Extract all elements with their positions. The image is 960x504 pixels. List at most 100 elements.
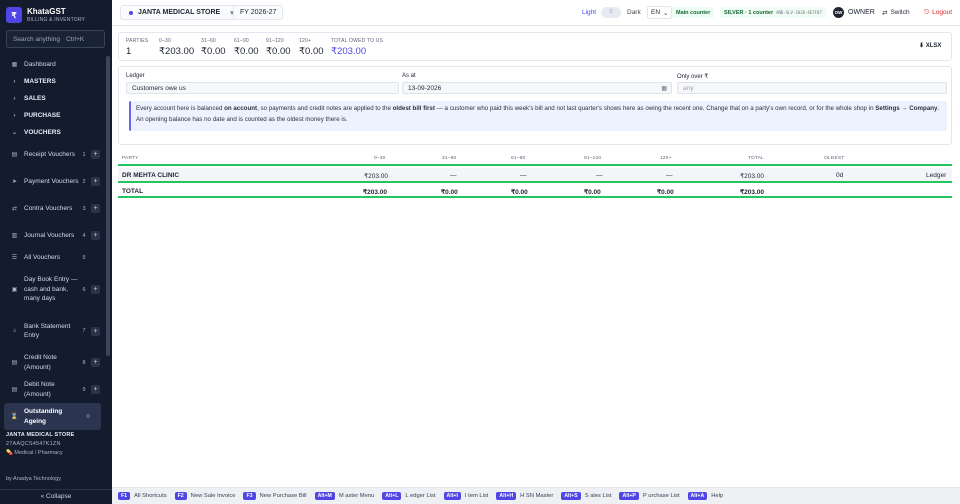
- financial-year-selector[interactable]: FY 2026-27: [233, 5, 284, 20]
- brand-logo[interactable]: ₹ KhataGST BILLING & INVENTORY: [6, 6, 106, 26]
- add-journal-button[interactable]: +: [91, 231, 100, 240]
- col-91-120[interactable]: 91–120: [584, 156, 602, 161]
- col-0-30[interactable]: 0–30: [374, 156, 386, 161]
- shortcut-new-sale[interactable]: F2 New Sale Invoice: [174, 492, 235, 500]
- key-badge: Alt+L: [382, 492, 402, 500]
- shortcut-label: Help: [711, 493, 724, 499]
- add-contra-button[interactable]: +: [91, 204, 100, 213]
- sidebar-item-day-book[interactable]: ▣ Day Book Entry — cash and bank, many d…: [0, 266, 106, 313]
- total-label: TOTAL: [122, 188, 144, 195]
- ledger-select[interactable]: Customers owe us: [126, 82, 399, 94]
- calendar-icon[interactable]: ▦: [661, 85, 667, 92]
- sidebar-nav: ▦ Dashboard › MASTERS › SALES › PURCHASE…: [0, 56, 106, 430]
- total-91-120: ₹0.00: [584, 189, 601, 196]
- language-select[interactable]: EN ⌄: [647, 6, 673, 19]
- sidebar-item-bank-statement[interactable]: ⌂ Bank Statement Entry 7 +: [0, 313, 106, 349]
- shortcut-help[interactable]: Alt+A Help: [687, 492, 724, 500]
- sidebar-item-receipt-vouchers[interactable]: ▤ Receipt Vouchers 1 +: [0, 141, 106, 168]
- sidebar-item-journal-vouchers[interactable]: ▥ Journal Vouchers 4 +: [0, 222, 106, 249]
- shortcut-master-menu[interactable]: Alt+M M aster Menu: [314, 492, 374, 500]
- business-type-label: Medical / Pharmacy: [14, 450, 63, 456]
- only-over-input[interactable]: any: [677, 82, 947, 94]
- theme-toggle[interactable]: 0: [601, 7, 621, 18]
- sidebar-item-label: Payment Vouchers: [24, 177, 79, 185]
- sidebar-item-payment-vouchers[interactable]: ➤ Payment Vouchers 2 +: [0, 168, 106, 195]
- add-payment-button[interactable]: +: [91, 177, 100, 186]
- shortcut-ledger-list[interactable]: Alt+L L edger List: [382, 492, 436, 500]
- light-theme-label[interactable]: Light: [582, 9, 597, 16]
- summary-caption: 91–120: [266, 38, 284, 44]
- summary-value: ₹203.00: [331, 46, 367, 57]
- sidebar-section-purchase[interactable]: › PURCHASE: [0, 107, 106, 124]
- add-bank-statement-button[interactable]: +: [91, 326, 100, 336]
- sidebar-scrollbar[interactable]: [106, 56, 110, 356]
- col-120-plus[interactable]: 120+: [660, 156, 672, 161]
- col-total[interactable]: TOTAL: [748, 156, 765, 161]
- export-xlsx-button[interactable]: ⬇ XLSX: [919, 43, 942, 49]
- col-61-90[interactable]: 61–90: [511, 156, 526, 161]
- chevron-down-icon: ⌄: [11, 130, 18, 136]
- party-name[interactable]: DR MEHTA CLINIC: [122, 172, 180, 179]
- total-61-90: ₹0.00: [511, 189, 528, 196]
- sidebar-item-label: Debit Note (Amount): [24, 381, 55, 398]
- license-badge: SILVER · 1 counter AND-SLV-2026-4E7F07: [720, 7, 826, 18]
- sidebar-item-credit-note[interactable]: ▤ Credit Note (Amount) 8 +: [0, 349, 106, 376]
- key-badge: F1: [118, 492, 131, 500]
- total-120-plus: ₹0.00: [657, 189, 674, 196]
- add-credit-note-button[interactable]: +: [91, 358, 100, 367]
- store-selector[interactable]: JANTA MEDICAL STORE ▾: [120, 5, 243, 20]
- total-total: ₹203.00: [740, 189, 765, 196]
- settings-company-link[interactable]: Settings → Company: [875, 105, 938, 112]
- key-badge: F3: [243, 492, 256, 500]
- cell-31-60: —: [450, 172, 457, 179]
- shortcut-new-purchase[interactable]: F3 New Purchase Bill: [243, 492, 307, 500]
- shortcut-number: 4: [82, 232, 86, 239]
- table-row[interactable]: DR MEHTA CLINIC ₹203.00 — — — — ₹203.00 …: [118, 168, 952, 183]
- shortcut-label: New Purchase Bill: [259, 493, 307, 499]
- shortcut-hsn-master[interactable]: Alt+H H SN Master: [496, 492, 553, 500]
- credit-note-icon: ▤: [11, 360, 18, 366]
- sidebar-section-sales[interactable]: › SALES: [0, 90, 106, 107]
- sidebar-item-all-vouchers[interactable]: ☰ All Vouchers 5: [0, 249, 106, 266]
- col-oldest[interactable]: OLDEST: [824, 156, 845, 161]
- logout-icon: ⎋: [924, 8, 930, 16]
- sidebar-item-label: MASTERS: [24, 77, 56, 85]
- shortcut-all[interactable]: F1 All Shortcuts: [118, 492, 167, 500]
- shortcut-purchase-list[interactable]: Alt+P P urchase List: [619, 492, 680, 500]
- summary-value: ₹0.00: [201, 46, 226, 57]
- shortcut-item-list[interactable]: Alt+I I tem List: [443, 492, 488, 500]
- logout-button[interactable]: ⎋ Logout: [920, 6, 956, 19]
- sidebar-item-outstanding-ageing[interactable]: ⌛ Outstanding Ageing 0: [4, 403, 101, 430]
- key-badge: Alt+P: [619, 492, 639, 500]
- vendor-credit: by Anadya Technology: [6, 476, 61, 482]
- sidebar-item-contra-vouchers[interactable]: ⇄ Contra Vouchers 3 +: [0, 195, 106, 222]
- counter-badge[interactable]: Main counter: [672, 7, 715, 18]
- ledger-link[interactable]: Ledger: [926, 172, 947, 179]
- brand-name: KhataGST: [27, 7, 66, 16]
- sidebar-item-dashboard[interactable]: ▦ Dashboard: [0, 56, 106, 73]
- avatar[interactable]: OW: [833, 7, 844, 18]
- add-day-book-button[interactable]: +: [91, 285, 100, 294]
- as-at-date-input[interactable]: 13-09-2026 ▦: [402, 82, 672, 94]
- shortcut-number: 3: [82, 205, 86, 212]
- book-icon: ▣: [11, 287, 18, 293]
- collapse-sidebar-button[interactable]: « Collapse: [0, 489, 112, 504]
- add-debit-note-button[interactable]: +: [91, 385, 100, 394]
- shortcut-sales-list[interactable]: Alt+S S ales List: [561, 492, 611, 500]
- add-receipt-button[interactable]: +: [91, 150, 100, 159]
- dark-theme-label[interactable]: Dark: [627, 9, 641, 16]
- shortcut-number: 0: [86, 413, 90, 420]
- col-party[interactable]: PARTY: [122, 156, 139, 161]
- sidebar-section-masters[interactable]: › MASTERS: [0, 73, 106, 90]
- sidebar-section-vouchers[interactable]: ⌄ VOUCHERS: [0, 124, 106, 141]
- search-input[interactable]: Search anything Ctrl+K: [6, 30, 105, 48]
- swap-icon: ⇄: [882, 9, 888, 17]
- logout-label: Logout: [932, 9, 953, 16]
- bank-icon: ⌂: [12, 328, 17, 334]
- col-31-60[interactable]: 31–60: [442, 156, 457, 161]
- shortcut-label: All Shortcuts: [134, 493, 167, 499]
- switch-user-button[interactable]: ⇄ Switch: [878, 6, 914, 19]
- sidebar-item-debit-note[interactable]: ▤ Debit Note (Amount) 9 +: [0, 376, 106, 403]
- cell-61-90: —: [520, 172, 527, 179]
- info-text: An opening balance has no date and is co…: [136, 116, 348, 123]
